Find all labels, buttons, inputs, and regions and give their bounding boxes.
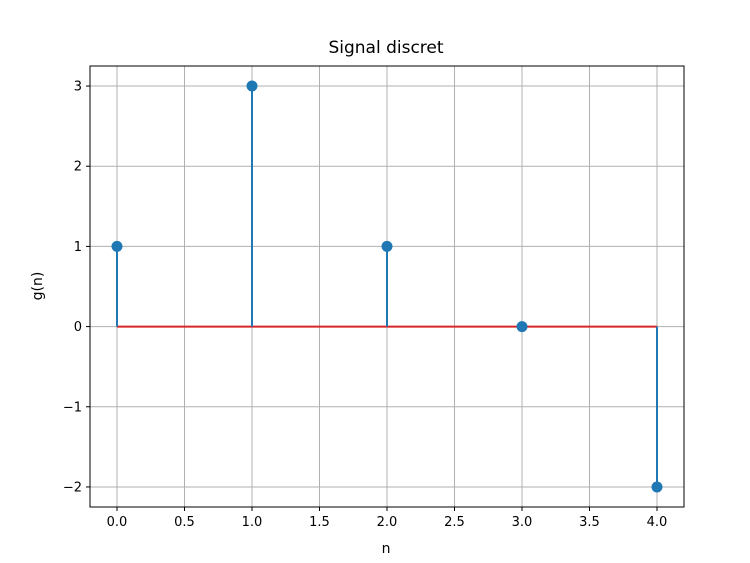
x-tick-label: 1.5: [309, 515, 330, 530]
axis-ticks: 0.0 0.5 1.0 1.5 2.0 2.5 3.0 3.5 4.0 −2 −1 0 1 2 3: [63, 80, 668, 530]
stem-marker: [381, 240, 393, 252]
y-tick-label: 0: [74, 320, 82, 335]
y-axis-label: g(n): [30, 272, 46, 301]
x-tick-label: 2.0: [377, 515, 398, 530]
y-tick-label: −1: [63, 400, 82, 415]
y-tick-label: 1: [74, 240, 82, 255]
stem-marker: [651, 481, 663, 493]
stem-marker: [516, 321, 528, 333]
x-tick-label: 0.5: [174, 515, 195, 530]
y-tick-label: −2: [63, 480, 82, 495]
y-tick-label: 3: [74, 80, 82, 95]
stem-series: [111, 80, 663, 493]
y-tick-label: 2: [74, 160, 82, 175]
stem-marker: [111, 240, 123, 252]
x-axis-label: n: [382, 541, 391, 557]
x-tick-label: 0.0: [107, 515, 128, 530]
x-tick-label: 4.0: [647, 515, 668, 530]
x-tick-label: 1.0: [242, 515, 263, 530]
chart-title: Signal discret: [328, 38, 443, 58]
x-tick-label: 3.5: [579, 515, 600, 530]
x-tick-label: 3.0: [512, 515, 533, 530]
x-tick-label: 2.5: [444, 515, 465, 530]
stem-marker: [246, 80, 258, 92]
